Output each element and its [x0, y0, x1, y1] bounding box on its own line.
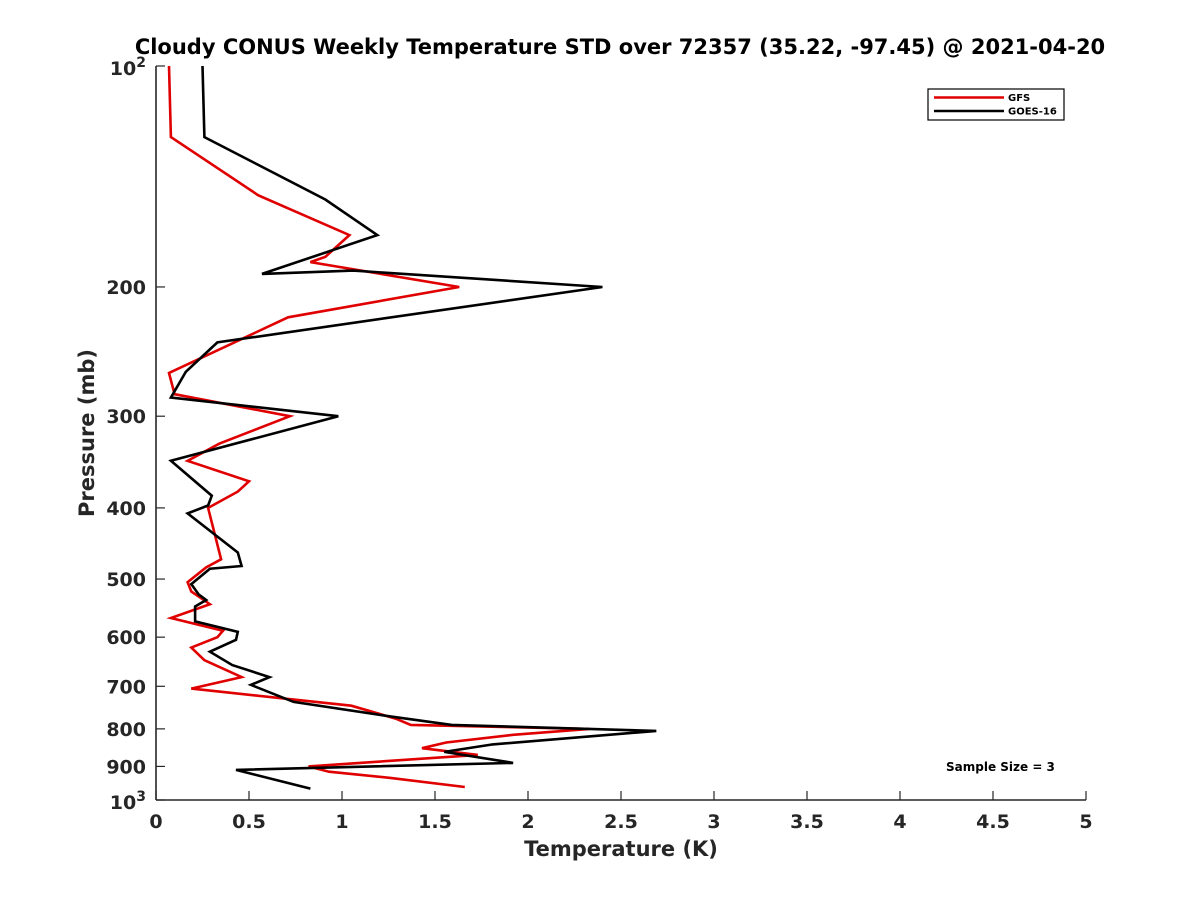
y-tick-label: 300: [106, 406, 146, 428]
plot-area: 0 0.5 1 1.5 2 2.5 3 3.5 4 4.5 5 102 200 300 400 500 600…: [106, 55, 1092, 833]
x-axis-label: Temperature (K): [524, 837, 718, 861]
x-axis-ticks: 0 0.5 1 1.5 2 2.5 3 3.5 4 4.5 5: [149, 791, 1093, 833]
y-tick-label: 102: [110, 55, 146, 80]
series-line-gfs: [166, 65, 590, 789]
y-tick-label: 200: [106, 277, 146, 299]
y-axis-ticks: 102 200 300 400 500 600 700 800 900 103: [106, 55, 165, 814]
legend: GFS GOES-16: [927, 88, 1065, 121]
x-tick-label: 2: [521, 811, 534, 833]
x-tick-label: 0: [149, 811, 162, 833]
legend-label-goes-16: GOES-16: [1008, 107, 1057, 118]
chart-title: Cloudy CONUS Weekly Temperature STD over…: [135, 35, 1105, 59]
y-axis-label: Pressure (mb): [75, 349, 99, 517]
series-line-goes-16: [168, 65, 657, 790]
y-tick-label: 700: [106, 676, 146, 698]
x-tick-label: 3.5: [790, 811, 824, 833]
y-tick-label: 500: [106, 569, 146, 591]
legend-box: [927, 88, 1065, 121]
y-tick-label: 103: [110, 789, 146, 814]
x-tick-label: 1: [335, 811, 348, 833]
x-tick-label: 4: [893, 811, 906, 833]
x-tick-label: 4.5: [976, 811, 1010, 833]
y-tick-label: 600: [106, 627, 146, 649]
y-tick-label: 900: [106, 756, 146, 778]
x-tick-label: 5: [1079, 811, 1092, 833]
x-tick-label: 1.5: [418, 811, 452, 833]
x-tick-label: 3: [707, 811, 720, 833]
legend-label-gfs: GFS: [1008, 93, 1030, 104]
y-tick-label: 800: [106, 719, 146, 741]
x-tick-label: 0.5: [232, 811, 266, 833]
series-layer: [166, 65, 657, 790]
y-tick-label: 400: [106, 498, 146, 520]
sample-size-annotation: Sample Size = 3: [946, 760, 1055, 774]
x-tick-label: 2.5: [604, 811, 638, 833]
